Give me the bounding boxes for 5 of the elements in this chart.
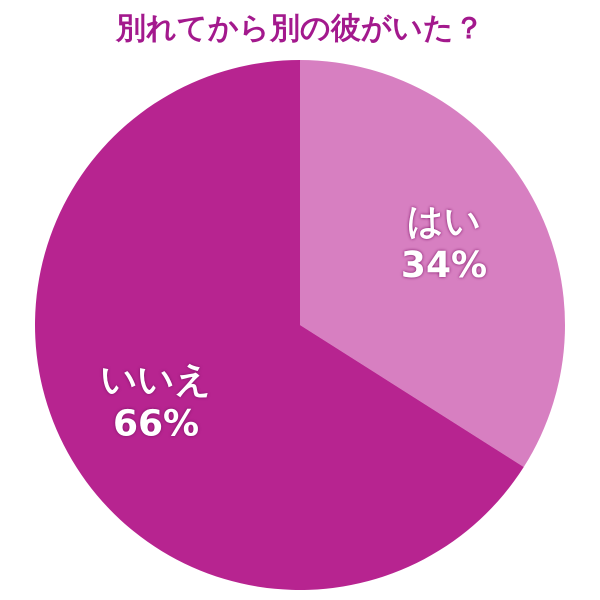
data-label: 66% — [112, 404, 200, 445]
chart-title: 別れてから別の彼がいた？ — [115, 10, 484, 46]
slice-label: いいえ — [100, 360, 212, 401]
slice-label: はい — [406, 201, 481, 242]
data-label: 34% — [400, 245, 488, 286]
